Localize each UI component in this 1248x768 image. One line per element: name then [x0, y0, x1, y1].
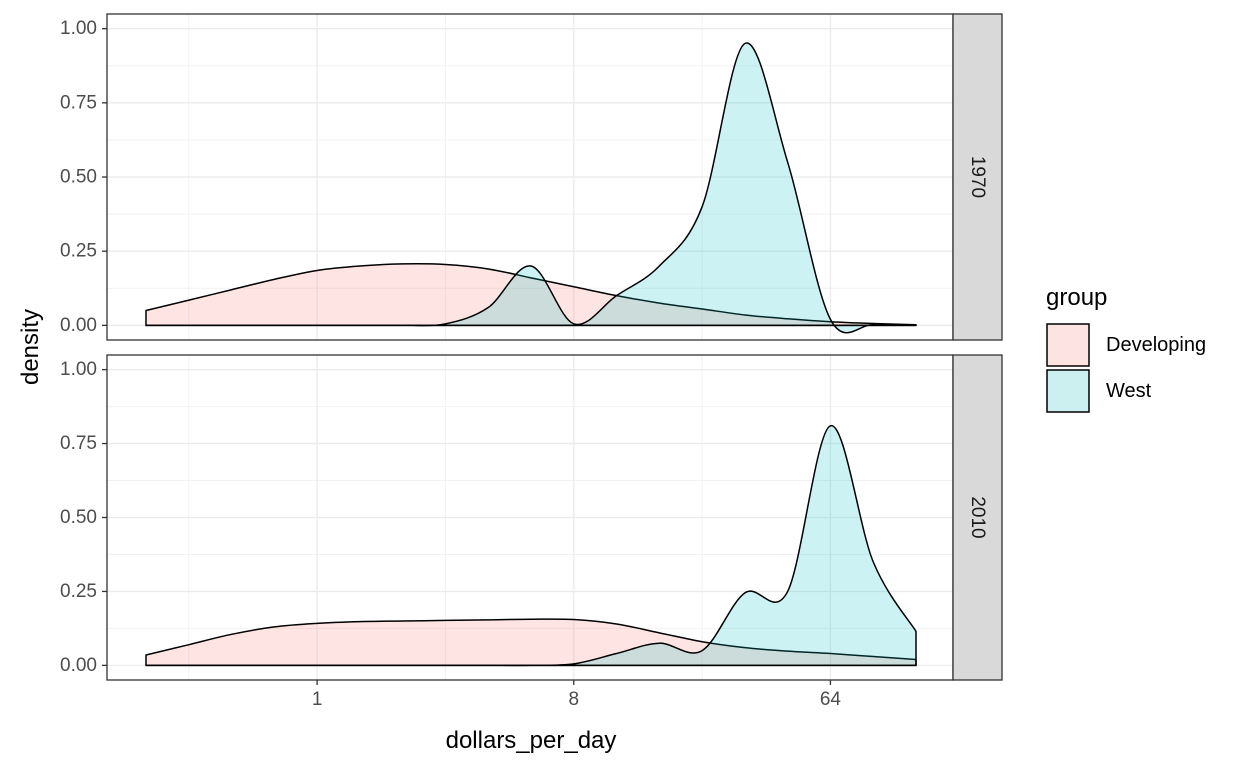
y-tick-label: 1.00: [60, 359, 97, 380]
facet-panel-2010: 2010 0.00 0.25 0.50 0.75 1.00 1 8 64: [60, 354, 1003, 710]
density-area-west-1970: [145, 42, 917, 334]
legend-label-west: West: [1106, 380, 1152, 402]
legend-key-west: [1046, 369, 1090, 413]
legend-entries: Developing West: [1046, 323, 1206, 413]
y-tick-label: 1.00: [60, 18, 97, 39]
facet-strip-label: 2010: [967, 496, 988, 538]
x-tick-label: 64: [820, 689, 842, 710]
facet-strip: [952, 354, 1003, 681]
y-tick-label: 0.50: [60, 167, 97, 188]
facet-panel-1970: 1970 0.00 0.25 0.50 0.75 1.00: [60, 13, 1003, 341]
y-tick-label: 0.00: [60, 315, 97, 336]
density-area-west-2010: [145, 425, 917, 667]
y-tick-label: 0.50: [60, 507, 97, 528]
facet-panels: 1970 0.00 0.25 0.50 0.75 1.00 2010 0.00 0.25 0.50…: [60, 13, 1003, 710]
facet-strip: [952, 13, 1003, 341]
density-area-developing-2010: [145, 618, 917, 667]
legend-label-developing: Developing: [1106, 334, 1206, 356]
y-tick-label: 0.00: [60, 655, 97, 676]
x-axis-title: dollars_per_day: [446, 727, 617, 754]
y-tick-label: 0.75: [60, 92, 97, 113]
legend-key-developing: [1046, 323, 1090, 367]
y-tick-label: 0.25: [60, 241, 97, 262]
legend: group Developing West: [1046, 284, 1206, 413]
y-tick-label: 0.25: [60, 581, 97, 602]
x-tick-label: 8: [568, 689, 579, 710]
legend-title: group: [1046, 284, 1107, 311]
facet-strip-label: 1970: [967, 156, 988, 198]
x-tick-label: 1: [312, 689, 323, 710]
density-area-developing-1970: [145, 263, 917, 327]
y-axis-title: density: [17, 309, 44, 385]
y-tick-label: 0.75: [60, 433, 97, 454]
